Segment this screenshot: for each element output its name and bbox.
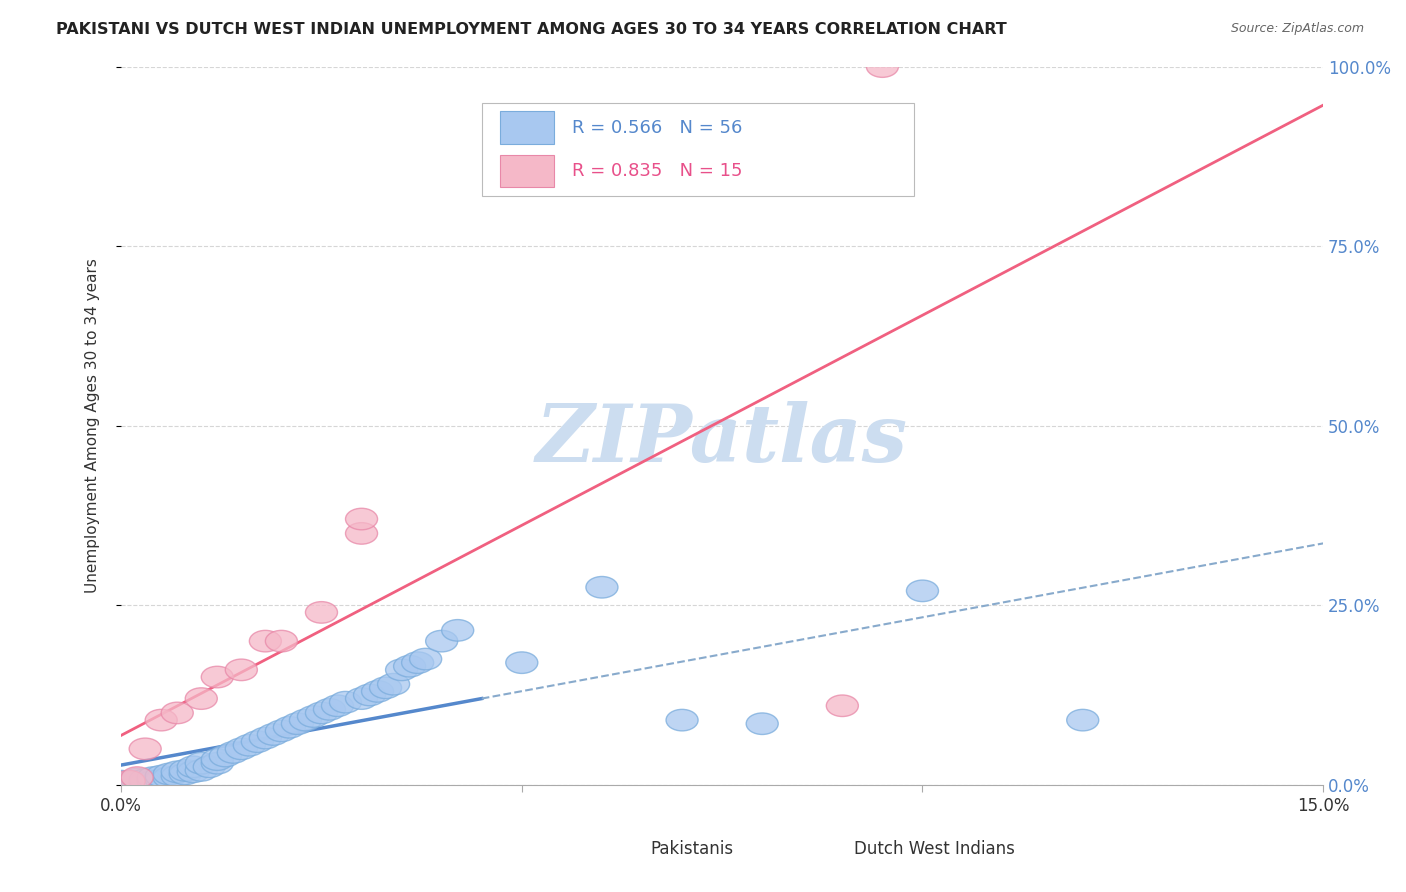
Ellipse shape [162,761,193,782]
Ellipse shape [305,702,337,723]
Ellipse shape [305,601,337,624]
Ellipse shape [322,695,353,716]
Ellipse shape [121,771,153,792]
Text: Dutch West Indians: Dutch West Indians [855,840,1015,858]
Ellipse shape [193,756,225,778]
Ellipse shape [177,761,209,782]
Ellipse shape [441,620,474,641]
Ellipse shape [201,666,233,688]
Ellipse shape [129,772,162,793]
Ellipse shape [666,709,699,731]
Ellipse shape [129,738,162,760]
Ellipse shape [169,760,201,781]
Ellipse shape [346,688,378,709]
Ellipse shape [186,760,218,781]
Ellipse shape [225,659,257,681]
Ellipse shape [290,709,322,731]
Ellipse shape [361,681,394,702]
Ellipse shape [266,720,298,741]
Ellipse shape [907,580,938,601]
Ellipse shape [266,631,298,652]
Ellipse shape [402,652,433,673]
Text: R = 0.566   N = 56: R = 0.566 N = 56 [572,119,742,136]
Ellipse shape [138,767,169,789]
Ellipse shape [346,508,378,530]
Ellipse shape [385,659,418,681]
Ellipse shape [353,684,385,706]
Text: R = 0.835   N = 15: R = 0.835 N = 15 [572,161,742,179]
FancyBboxPatch shape [800,833,846,860]
Ellipse shape [112,771,145,792]
Ellipse shape [281,713,314,734]
Ellipse shape [233,734,266,756]
Ellipse shape [426,631,458,652]
Ellipse shape [121,768,153,789]
Ellipse shape [218,741,249,764]
Ellipse shape [329,691,361,713]
Ellipse shape [242,731,273,753]
Text: Source: ZipAtlas.com: Source: ZipAtlas.com [1230,22,1364,36]
Ellipse shape [273,716,305,738]
Ellipse shape [138,771,169,792]
Ellipse shape [105,771,138,792]
Ellipse shape [129,769,162,790]
Ellipse shape [169,764,201,785]
FancyBboxPatch shape [482,103,914,196]
Ellipse shape [866,56,898,78]
Ellipse shape [314,698,346,720]
Ellipse shape [162,765,193,787]
Ellipse shape [145,709,177,731]
Ellipse shape [186,688,218,709]
Ellipse shape [201,753,233,774]
Ellipse shape [112,772,145,793]
Ellipse shape [346,523,378,544]
Ellipse shape [394,656,426,677]
FancyBboxPatch shape [499,154,554,187]
Y-axis label: Unemployment Among Ages 30 to 34 years: Unemployment Among Ages 30 to 34 years [86,259,100,593]
Ellipse shape [370,677,402,698]
Ellipse shape [121,767,153,789]
Ellipse shape [153,767,186,789]
Ellipse shape [145,765,177,787]
Ellipse shape [409,648,441,670]
Ellipse shape [225,738,257,760]
Ellipse shape [162,702,193,723]
Ellipse shape [209,745,242,767]
Ellipse shape [827,695,859,716]
Ellipse shape [1067,709,1098,731]
Ellipse shape [186,753,218,774]
Ellipse shape [249,631,281,652]
FancyBboxPatch shape [499,112,554,144]
Text: PAKISTANI VS DUTCH WEST INDIAN UNEMPLOYMENT AMONG AGES 30 TO 34 YEARS CORRELATIO: PAKISTANI VS DUTCH WEST INDIAN UNEMPLOYM… [56,22,1007,37]
Ellipse shape [378,673,409,695]
Ellipse shape [298,706,329,727]
FancyBboxPatch shape [591,833,636,860]
Ellipse shape [145,769,177,790]
Ellipse shape [586,576,619,598]
Ellipse shape [506,652,538,673]
Ellipse shape [177,756,209,778]
Ellipse shape [153,764,186,785]
Ellipse shape [747,713,779,734]
Text: ZIPatlas: ZIPatlas [536,401,908,479]
Ellipse shape [257,723,290,745]
Ellipse shape [201,749,233,771]
Text: Pakistanis: Pakistanis [650,840,733,858]
Ellipse shape [249,727,281,749]
